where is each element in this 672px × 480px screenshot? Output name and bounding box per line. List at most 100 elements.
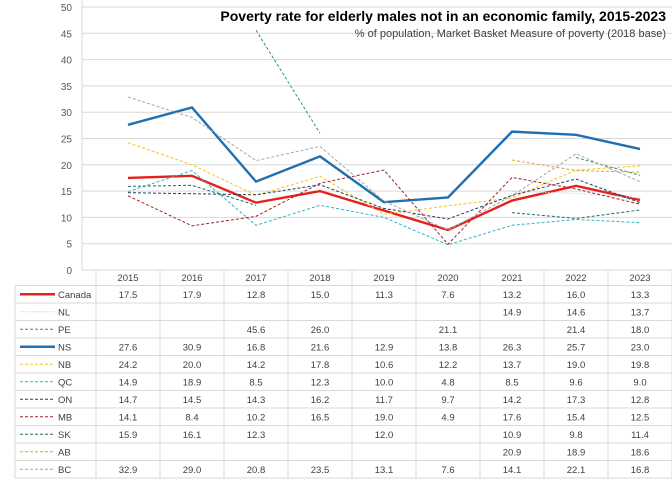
- series-ns: [127, 106, 641, 204]
- x-tick-label: 2018: [309, 273, 330, 284]
- data-label: 26.0: [311, 325, 330, 336]
- data-label: 14.5: [183, 395, 202, 406]
- data-label: 26.3: [503, 342, 522, 353]
- data-label: 4.8: [441, 377, 454, 388]
- data-label: 16.0: [567, 290, 586, 301]
- x-tick-label: 2017: [245, 273, 266, 284]
- legend-label: PE: [58, 325, 71, 336]
- data-label: 14.3: [247, 395, 266, 406]
- data-label: 45.6: [247, 325, 266, 336]
- data-label: 8.5: [249, 377, 262, 388]
- data-label: 10.6: [375, 360, 394, 371]
- data-label: 32.9: [119, 465, 138, 476]
- data-label: 23.0: [631, 342, 650, 353]
- y-tick-label: 20: [61, 161, 73, 172]
- series-line-segment: [127, 142, 641, 215]
- data-label: 16.8: [247, 342, 266, 353]
- data-label: 17.6: [503, 412, 522, 423]
- data-label: 12.0: [375, 430, 394, 441]
- y-tick-label: 40: [61, 56, 73, 67]
- series-line-segment: [127, 174, 641, 232]
- data-label: 14.1: [503, 465, 522, 476]
- data-label: 12.3: [247, 430, 266, 441]
- data-label: 19.8: [631, 360, 650, 371]
- data-label: 18.0: [631, 325, 650, 336]
- data-label: 18.9: [567, 447, 586, 458]
- series-line-segment: [127, 184, 257, 206]
- y-tick-label: 5: [66, 240, 72, 251]
- data-label: 20.0: [183, 360, 202, 371]
- y-axis-ticks: 0 5 10 15 20 25 30 35 40 45 50: [61, 3, 73, 277]
- y-tick-label: 30: [61, 108, 73, 119]
- series-nl: [511, 191, 641, 199]
- data-label: 13.2: [503, 290, 522, 301]
- x-tick-label: 2019: [373, 273, 394, 284]
- x-tick-label: 2023: [629, 273, 650, 284]
- data-label: 7.6: [441, 290, 454, 301]
- data-label: 13.7: [631, 307, 650, 318]
- data-label: 30.9: [183, 342, 202, 353]
- data-table: 2015 2016 2017 2018 2019 2020 2021 2022 2023Cana…: [14, 0, 672, 479]
- data-label: 11.7: [375, 395, 393, 406]
- series-bc: [127, 96, 641, 231]
- series-ab: [511, 159, 641, 173]
- data-label: 19.0: [375, 412, 394, 423]
- y-tick-label: 50: [61, 3, 73, 14]
- data-label: 11.3: [375, 290, 393, 301]
- data-label: 16.8: [631, 465, 650, 476]
- series-nb: [127, 142, 641, 215]
- data-label: 22.1: [567, 465, 586, 476]
- chart-subtitle: % of population, Market Basket Measure o…: [355, 28, 666, 40]
- series-line-segment: [575, 156, 641, 176]
- data-label: 14.9: [503, 307, 522, 318]
- series-mb: [127, 169, 641, 245]
- data-label: 12.8: [247, 290, 266, 301]
- data-label: 25.7: [567, 342, 586, 353]
- data-label: 10.0: [375, 377, 394, 388]
- y-tick-label: 10: [61, 213, 73, 224]
- data-label: 15.0: [311, 290, 330, 301]
- data-label: 8.4: [185, 412, 198, 423]
- data-label: 29.0: [183, 465, 202, 476]
- legend-label: Canada: [58, 290, 92, 301]
- data-label: 18.9: [183, 377, 202, 388]
- legend-label: NL: [58, 307, 70, 318]
- legend-label: NS: [58, 342, 71, 353]
- y-tick-label: 0: [66, 266, 72, 277]
- data-label: 17.9: [183, 290, 202, 301]
- data-label: 15.9: [119, 430, 138, 441]
- data-label: 14.6: [567, 307, 586, 318]
- data-label: 9.8: [569, 430, 582, 441]
- series-line-segment: [127, 106, 641, 204]
- legend-label: AB: [58, 447, 71, 458]
- data-label: 9.0: [633, 377, 646, 388]
- data-label: 12.2: [439, 360, 458, 371]
- x-tick-label: 2022: [565, 273, 586, 284]
- data-label: 14.9: [119, 377, 138, 388]
- x-tick-label: 2015: [117, 273, 138, 284]
- series-pe: [255, 29, 641, 176]
- data-label: 18.6: [631, 447, 650, 458]
- series-line-segment: [127, 96, 641, 231]
- data-label: 12.5: [631, 412, 650, 423]
- series-line-segment: [255, 29, 321, 134]
- data-label: 20.9: [503, 447, 522, 458]
- data-label: 14.7: [119, 395, 138, 406]
- data-label: 16.5: [311, 412, 330, 423]
- data-label: 10.9: [503, 430, 522, 441]
- y-tick-label: 15: [61, 187, 73, 198]
- y-tick-label: 45: [61, 29, 73, 40]
- data-label: 19.0: [567, 360, 586, 371]
- series-sk: [127, 184, 641, 219]
- x-tick-label: 2016: [181, 273, 202, 284]
- series-line-segment: [127, 169, 641, 245]
- data-label: 12.9: [375, 342, 394, 353]
- data-label: 13.8: [439, 342, 458, 353]
- data-label: 11.4: [631, 430, 649, 441]
- data-label: 17.3: [567, 395, 586, 406]
- data-label: 14.2: [503, 395, 522, 406]
- legend-label: SK: [58, 430, 71, 441]
- legend-label: MB: [58, 412, 72, 423]
- series-line-segment: [511, 209, 641, 219]
